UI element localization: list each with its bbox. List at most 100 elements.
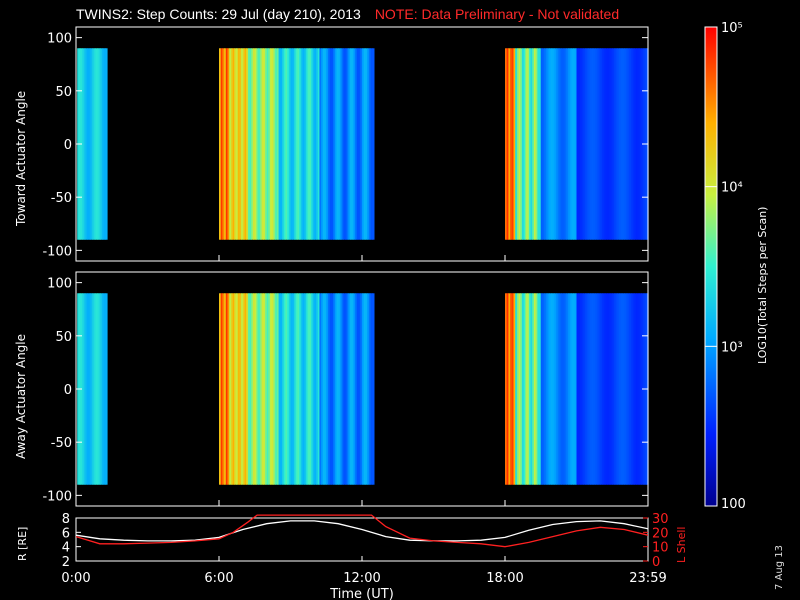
spectrogram-column [639,293,642,485]
spectrogram-column [321,48,324,240]
spectrogram-column [552,293,555,485]
spectrogram-column [573,48,576,240]
spectrogram-column [319,293,322,485]
spectrogram-column [222,48,225,240]
spectrogram-column [236,48,239,240]
spectrogram-column [317,48,321,240]
spectrogram-column [249,293,252,485]
spectrogram-column [264,48,268,240]
spectrogram-column [510,293,513,485]
spectrogram-column [368,48,372,240]
spectrogram-column [227,293,230,485]
spectrogram-column [268,293,271,485]
spectrogram-column [573,293,576,485]
spectrogram-column [554,48,557,240]
spectrogram-column [598,293,601,485]
spectrogram-column [556,293,559,485]
spectrogram-column [264,293,268,485]
spectrogram-column [256,293,259,485]
spectrogram-column [312,293,315,485]
spectrogram-column [353,293,356,485]
spectrogram-column [358,293,361,485]
chart-title: TWINS2: Step Counts: 29 Jul (day 210), 2… [76,6,619,22]
spectrogram-column [314,293,317,485]
spectrogram-column [239,48,242,240]
spectrogram-column [513,48,516,240]
spectrogram-column [590,48,593,240]
spectrogram-column [103,48,106,240]
spectrogram-column [305,48,309,240]
spectrogram-column [339,48,343,240]
spectrogram-column [556,48,559,240]
y-tick-label: 100 [47,32,72,47]
spectrogram-column [341,48,344,240]
spectrogram-column [88,293,92,485]
spectrogram-column [522,48,525,240]
spectrogram-column [220,293,223,485]
spectrogram-column [88,48,92,240]
note-text: NOTE: Data Preliminary - Not validated [374,6,620,22]
spectrogram-column [600,293,603,485]
y-tick-label: 50 [55,85,72,100]
spectrogram-column [590,293,593,485]
spectrogram-column [285,293,288,485]
spectrogram-column [302,293,305,485]
spectrogram-column [273,293,276,485]
spectrogram-column [270,48,273,240]
x-axis-label: Time (UT) [329,587,394,600]
spectrogram-column [317,293,321,485]
spectrogram-column [247,293,251,485]
spectrogram-column [326,48,329,240]
spectrogram-column [367,293,370,485]
spectrogram-column [530,48,533,240]
spectrogram-column [557,48,561,240]
spectrogram-column [295,293,298,485]
spectrogram-column [550,293,554,485]
spectrogram-column [537,293,540,485]
spectrogram-column [566,48,569,240]
spectrogram-column [310,48,314,240]
spectrogram-column [331,48,334,240]
spectrogram-column [566,293,569,485]
spectrogram-column [518,48,521,240]
spectrogram-column [588,293,591,485]
spectrogram-column [569,48,572,240]
spectrogram-column [309,48,312,240]
y-tick-label: 0 [64,383,72,398]
y-tick-label: 0 [64,138,72,153]
spectrogram-column [275,48,278,240]
spectrogram-column [605,293,608,485]
spectrogram-column [593,293,596,485]
spectrogram-column [322,48,326,240]
spectrogram-column [227,48,230,240]
spectrogram-column [561,48,564,240]
spectrogram-column [561,293,564,485]
spectrogram-column [237,48,241,240]
spectrogram-column [351,293,355,485]
spectrogram-column [271,48,275,240]
x-tick-label: 18:00 [486,571,523,586]
spectrogram-column [331,293,334,485]
spectrogram-column [300,293,304,485]
spectrogram-column [615,293,618,485]
spectrogram-column [314,48,317,240]
spectrogram-column [607,48,610,240]
spectrogram-column [557,293,561,485]
spectrogram-column [249,48,252,240]
spectrogram-column [578,293,581,485]
spectrogram-column [370,293,373,485]
spectrogram-column [254,48,258,240]
spectrogram-column [324,48,327,240]
spectrogram-column [355,293,358,485]
spectrogram-column [365,48,368,240]
spectrogram-column [363,48,366,240]
spectrogram-column [324,293,327,485]
spectrogram-column [510,48,513,240]
spectrogram-column [297,48,300,240]
spectrogram-column [220,48,223,240]
spectrogram-column [266,293,269,485]
spectrogram-column [516,293,520,485]
spectrogram-column [102,48,105,240]
spectrogram-column [632,48,635,240]
spectrogram-column [617,293,620,485]
